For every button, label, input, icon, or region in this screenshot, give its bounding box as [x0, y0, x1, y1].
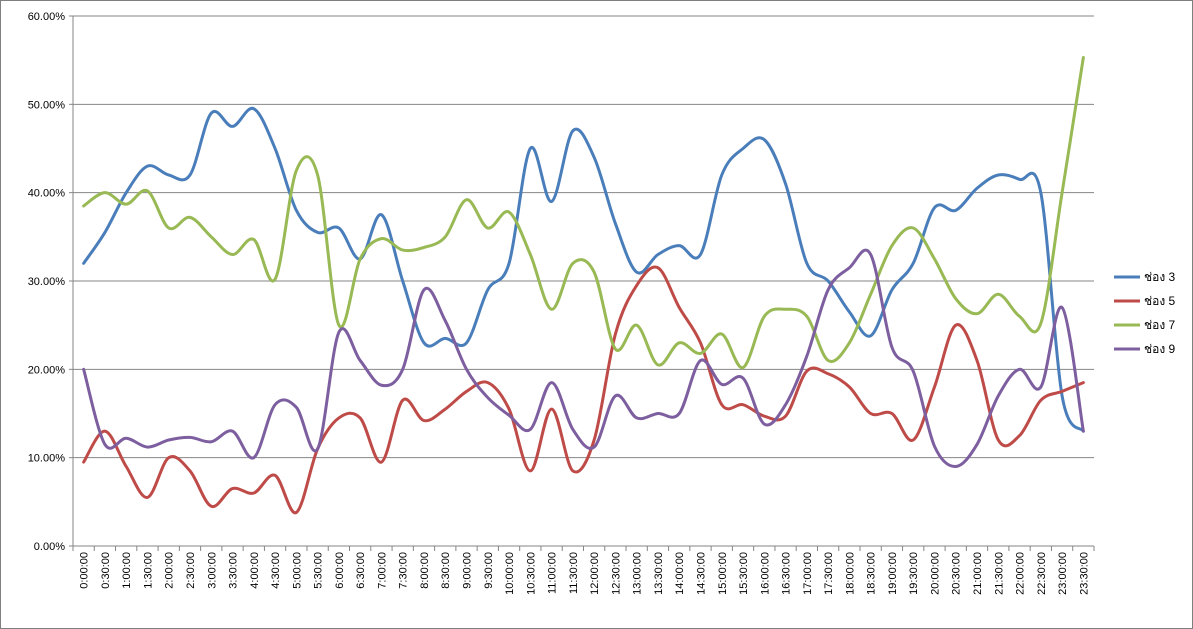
- legend-label: ช่อง 5: [1144, 294, 1176, 308]
- x-tick-label: 14:30:00: [695, 552, 707, 595]
- x-tick-label: 17:00:00: [802, 552, 814, 595]
- series-line-2: [82, 265, 1085, 514]
- x-tick-label: 6:00:00: [334, 552, 346, 589]
- x-tick-label: 23:30:00: [1078, 552, 1090, 595]
- x-tick-label: 11:00:00: [547, 552, 559, 594]
- x-tick-label: 17:30:00: [823, 552, 835, 595]
- y-tick-label: 50.00%: [28, 99, 66, 111]
- x-tick-label: 9:00:00: [462, 552, 474, 589]
- x-tick-label: 13:30:00: [653, 552, 665, 595]
- x-tick-label: 20:00:00: [929, 552, 941, 595]
- x-tick-label: 21:00:00: [972, 552, 984, 595]
- x-tick-label: 23:00:00: [1057, 552, 1069, 595]
- x-tick-label: 12:00:00: [589, 552, 601, 595]
- x-tick-label: 1:00:00: [121, 552, 133, 589]
- x-tick-label: 3:30:00: [228, 552, 240, 589]
- x-tick-label: 14:00:00: [674, 552, 686, 595]
- x-tick-label: 8:00:00: [419, 552, 431, 589]
- x-tick-label: 15:30:00: [738, 552, 750, 595]
- x-tick-label: 16:30:00: [781, 552, 793, 595]
- x-tick-label: 9:30:00: [483, 552, 495, 589]
- x-tick-label: 21:30:00: [993, 552, 1005, 595]
- x-tick-label: 22:30:00: [1036, 552, 1048, 595]
- x-tick-label: 4:30:00: [270, 552, 282, 589]
- x-tick-label: 19:00:00: [887, 552, 899, 595]
- x-tick-label: 1:30:00: [142, 552, 154, 589]
- x-tick-label: 0:30:00: [100, 552, 112, 589]
- series-line-3: [82, 56, 1085, 370]
- legend-label: ช่อง 7: [1144, 318, 1176, 332]
- x-tick-label: 5:30:00: [313, 552, 325, 589]
- x-tick-label: 18:30:00: [866, 552, 878, 595]
- x-tick-label: 7:30:00: [398, 552, 410, 589]
- x-tick-label: 3:00:00: [206, 552, 218, 589]
- x-tick-label: 12:30:00: [610, 552, 622, 595]
- y-tick-label: 20.00%: [28, 364, 66, 376]
- x-tick-label: 20:30:00: [951, 552, 963, 595]
- legend-label: ช่อง 3: [1144, 270, 1176, 284]
- x-tick-label: 22:00:00: [1015, 552, 1027, 595]
- series-line-1: [82, 106, 1085, 433]
- x-tick-label: 5:00:00: [291, 552, 303, 589]
- x-tick-label: 2:30:00: [185, 552, 197, 589]
- x-tick-label: 6:30:00: [355, 552, 367, 589]
- x-tick-label: 0:00:00: [79, 552, 91, 589]
- y-tick-label: 60.00%: [28, 11, 66, 23]
- series-line-4: [82, 248, 1085, 468]
- x-tick-label: 10:00:00: [504, 552, 516, 595]
- x-tick-label: 10:30:00: [525, 552, 537, 595]
- x-tick-label: 19:30:00: [908, 552, 920, 595]
- x-tick-label: 18:00:00: [844, 552, 856, 595]
- x-tick-label: 4:00:00: [249, 552, 261, 589]
- y-tick-label: 10.00%: [28, 453, 66, 465]
- x-tick-label: 8:30:00: [440, 552, 452, 589]
- x-tick-label: 11:30:00: [568, 552, 580, 594]
- x-tick-label: 15:00:00: [717, 552, 729, 595]
- legend-label: ช่อง 9: [1144, 342, 1176, 356]
- y-tick-label: 30.00%: [28, 276, 66, 288]
- x-tick-label: 2:00:00: [164, 552, 176, 589]
- x-tick-label: 13:00:00: [632, 552, 644, 595]
- x-tick-label: 16:00:00: [759, 552, 771, 595]
- y-tick-label: 0.00%: [34, 541, 65, 553]
- x-tick-label: 7:00:00: [376, 552, 388, 589]
- y-tick-label: 40.00%: [28, 188, 66, 200]
